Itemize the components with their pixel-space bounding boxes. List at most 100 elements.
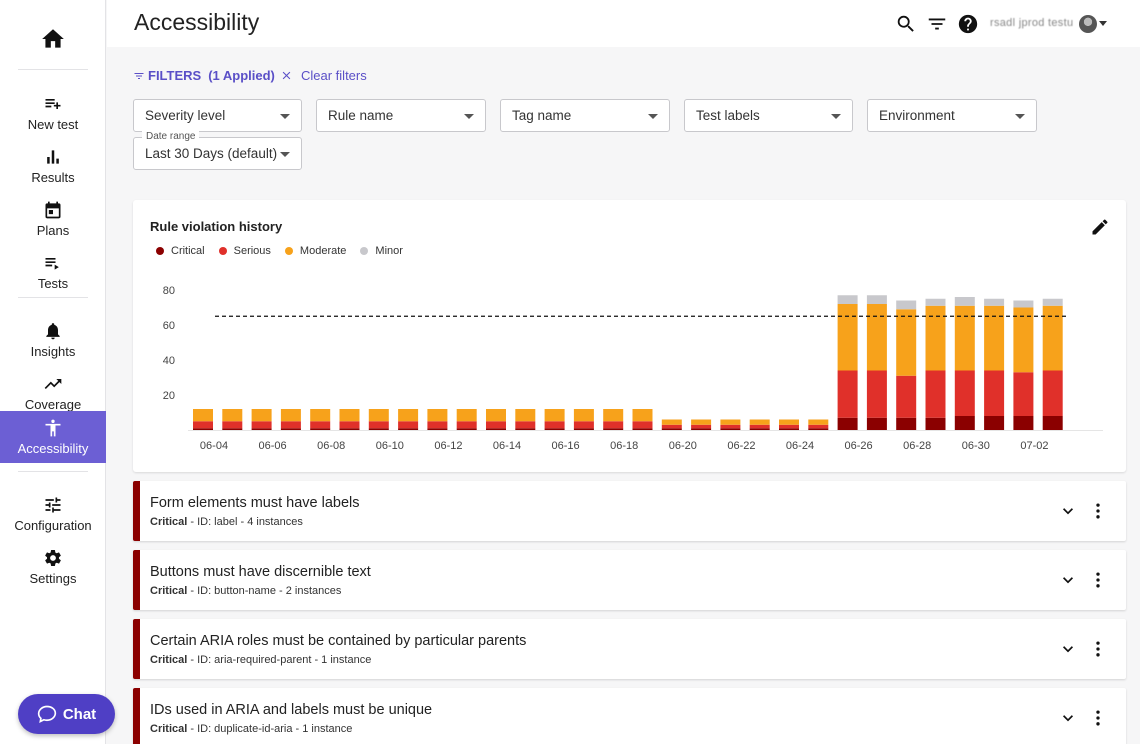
rule-card[interactable]: IDs used in ARIA and labels must be uniq…: [133, 688, 1126, 744]
search-icon[interactable]: [895, 13, 917, 35]
bar-segment-critical: [193, 428, 213, 430]
rule-title: Buttons must have discernible text: [150, 564, 371, 580]
legend-item-moderate[interactable]: Moderate: [284, 245, 347, 257]
rule-name-select[interactable]: Rule name: [316, 99, 486, 132]
legend-item-serious[interactable]: Serious: [218, 245, 271, 257]
bar-segment-moderate: [251, 409, 272, 422]
test-labels-select[interactable]: Test labels: [684, 99, 853, 132]
bar-segment-moderate: [456, 409, 477, 422]
sidebar-item-configuration[interactable]: Configuration: [0, 489, 106, 539]
sidebar-item-label: Accessibility: [17, 441, 89, 456]
chevron-down-icon: [280, 152, 290, 157]
chevron-down-icon[interactable]: [1058, 501, 1078, 521]
chevron-down-icon[interactable]: [1099, 21, 1107, 26]
select-value: Tag name: [512, 108, 572, 123]
chevron-down-icon: [464, 114, 474, 119]
chevron-down-icon[interactable]: [1058, 708, 1078, 728]
chat-bubble-icon: [37, 705, 56, 723]
bar-segment-moderate: [603, 409, 624, 422]
y-tick-label: 80: [163, 285, 175, 297]
bar-segment-minor: [984, 298, 1005, 306]
sidebar-item-new-test[interactable]: New test: [0, 88, 106, 138]
bar-segment-critical: [896, 417, 917, 430]
legend-dot: [360, 247, 369, 255]
x-tick-label: 06-16: [552, 440, 580, 452]
bar-segment-moderate: [954, 305, 975, 371]
bar-segment-serious: [661, 424, 682, 429]
sidebar-item-tests[interactable]: Tests: [0, 247, 106, 297]
chevron-down-icon[interactable]: [1058, 639, 1078, 659]
legend-label: Moderate: [299, 245, 347, 257]
sidebar-item-label: Settings: [29, 571, 77, 586]
bar-segment-serious: [310, 421, 331, 429]
nav-divider: [18, 69, 88, 70]
rule-details: - ID: button-name - 2 instances: [187, 585, 342, 597]
more-vert-icon[interactable]: [1088, 639, 1108, 659]
rule-card[interactable]: Form elements must have labels Critical …: [133, 481, 1126, 541]
close-icon: [282, 71, 291, 80]
bar-segment-minor: [837, 295, 858, 304]
rule-violation-history-card: Rule violation history Critical Serious …: [133, 200, 1126, 472]
legend-label: Minor: [375, 245, 403, 257]
filters-toggle[interactable]: FILTERS (1 Applied): [133, 68, 275, 83]
select-value: Rule name: [328, 108, 394, 123]
more-vert-icon[interactable]: [1088, 501, 1108, 521]
severity-level-select[interactable]: Severity level: [133, 99, 302, 132]
x-tick-label: 06-20: [669, 440, 697, 452]
clear-filters-button[interactable]: Clear filters: [280, 68, 367, 83]
bar-segment-critical: [486, 428, 506, 430]
avatar[interactable]: [1079, 15, 1097, 33]
legend-item-minor[interactable]: Minor: [360, 245, 403, 257]
home-icon[interactable]: [38, 26, 68, 52]
user-name[interactable]: rsadl jprod testu: [990, 17, 1074, 29]
clear-filters-label: Clear filters: [301, 68, 367, 83]
select-value: Last 30 Days (default): [145, 146, 278, 161]
sidebar-item-label: Tests: [37, 276, 69, 291]
bar-segment-moderate: [661, 419, 682, 425]
bar-segment-serious: [749, 424, 770, 429]
bar-segment-critical: [280, 428, 301, 430]
sidebar-item-plans[interactable]: Plans: [0, 194, 106, 244]
more-vert-icon[interactable]: [1088, 708, 1108, 728]
sidebar-item-results[interactable]: Results: [0, 141, 106, 191]
edit-icon[interactable]: [1090, 217, 1110, 237]
sidebar-item-accessibility[interactable]: Accessibility: [0, 411, 106, 463]
select-value: Severity level: [145, 108, 226, 123]
tag-name-select[interactable]: Tag name: [500, 99, 670, 132]
sidebar-item-insights[interactable]: Insights: [0, 315, 106, 365]
select-value: Environment: [879, 108, 955, 123]
chat-button[interactable]: Chat: [18, 694, 115, 734]
chevron-down-icon: [831, 114, 841, 119]
help-icon[interactable]: [957, 13, 979, 35]
bar-segment-minor: [1042, 298, 1063, 306]
bar-segment-serious: [251, 421, 272, 429]
chevron-down-icon[interactable]: [1058, 570, 1078, 590]
environment-select[interactable]: Environment: [867, 99, 1037, 132]
legend-item-critical[interactable]: Critical: [156, 245, 205, 257]
chart-plot: 20 40 60 80 06-04 06-06 06-08 06-10 06-12 06-14 06…: [163, 285, 1103, 452]
rule-title: Certain ARIA roles must be contained by …: [150, 633, 527, 649]
tune-icon: [45, 497, 61, 513]
bar-segment-serious: [984, 370, 1005, 416]
x-tick-label: 06-12: [434, 440, 462, 452]
bar-segment-critical: [632, 428, 653, 430]
bar-segment-serious: [368, 421, 389, 429]
filters-label: FILTERS: [148, 68, 202, 83]
bar-segment-moderate: [925, 305, 946, 371]
sidebar-item-settings[interactable]: Settings: [0, 542, 106, 592]
chat-label: Chat: [62, 705, 97, 723]
rule-card[interactable]: Certain ARIA roles must be contained by …: [133, 619, 1126, 679]
sidebar-item-coverage[interactable]: Coverage: [0, 368, 106, 418]
rule-subtitle: Critical - ID: duplicate-id-aria - 1 ins…: [150, 723, 352, 735]
bar-segment-critical: [1013, 416, 1034, 430]
bar-segment-critical: [456, 428, 477, 430]
date-range-select[interactable]: Date range Last 30 Days (default): [133, 131, 302, 170]
bar-segment-critical: [339, 428, 360, 430]
bar-segment-moderate: [573, 409, 594, 422]
trending-up-icon: [44, 379, 62, 389]
more-vert-icon[interactable]: [1088, 570, 1108, 590]
bar-segment-moderate: [310, 409, 331, 422]
rule-card[interactable]: Buttons must have discernible text Criti…: [133, 550, 1126, 610]
filter-icon[interactable]: [926, 13, 948, 35]
bar-segment-serious: [691, 424, 712, 429]
